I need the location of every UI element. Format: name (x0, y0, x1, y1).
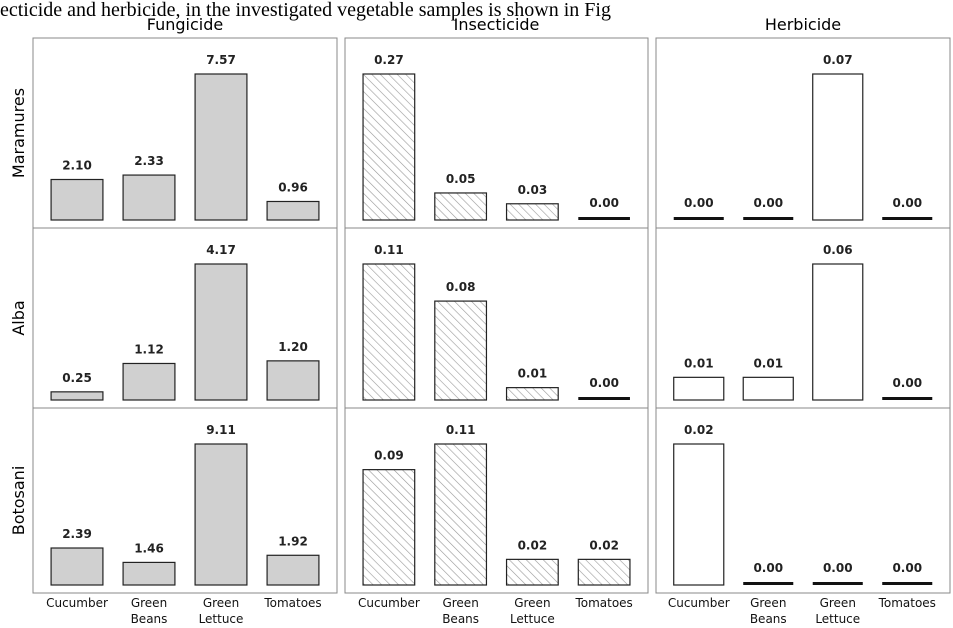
value-label: 0.00 (589, 376, 619, 390)
bar (505, 558, 559, 586)
category-label: Cucumber (46, 596, 108, 610)
bar (194, 443, 248, 586)
panel-frame (32, 407, 338, 594)
value-label: 1.12 (134, 342, 164, 356)
bar (578, 397, 630, 400)
category-label: Green Beans (750, 596, 787, 626)
category-label: Green Lettuce (510, 596, 555, 626)
bar (50, 178, 104, 221)
bar (50, 391, 104, 401)
value-label: 0.00 (684, 196, 714, 210)
bar (434, 300, 488, 401)
category-label: Green Beans (131, 596, 168, 626)
bar (812, 73, 864, 221)
value-label: 0.01 (753, 356, 783, 370)
value-label: 0.03 (518, 183, 548, 197)
value-label: 0.00 (892, 376, 922, 390)
category-label: Tomatoes (574, 596, 632, 610)
value-label: 0.02 (518, 538, 548, 552)
category-label: Cucumber (668, 596, 730, 610)
value-label: 2.33 (134, 154, 164, 168)
bar (266, 200, 320, 221)
column-title: Insecticide (454, 15, 540, 34)
value-label: 2.39 (62, 527, 92, 541)
value-label: 2.10 (62, 158, 92, 172)
category-label: Green Lettuce (199, 596, 244, 626)
bar (122, 561, 176, 586)
column-title: Fungicide (147, 15, 223, 34)
value-label: 4.17 (206, 243, 236, 257)
value-label: 7.57 (206, 53, 236, 67)
value-label: 0.01 (684, 356, 714, 370)
category-label: Cucumber (358, 596, 420, 610)
value-label: 0.00 (753, 196, 783, 210)
value-label: 0.02 (589, 538, 619, 552)
bar (578, 217, 630, 220)
value-label: 0.27 (374, 53, 404, 67)
bar (882, 582, 933, 585)
row-label: Alba (9, 300, 28, 335)
bar (743, 582, 794, 585)
bar (505, 203, 559, 221)
value-label: 0.00 (823, 561, 853, 575)
panel-frame (655, 407, 951, 594)
category-label: Tomatoes (878, 596, 936, 610)
value-label: 0.01 (518, 367, 548, 381)
bar (434, 192, 488, 221)
bar (673, 217, 724, 220)
bar (266, 360, 320, 401)
value-label: 0.11 (446, 423, 476, 437)
value-label: 0.25 (62, 371, 92, 385)
bar (882, 217, 933, 220)
row-label: Maramures (9, 88, 28, 178)
value-label: 0.06 (823, 243, 853, 257)
bar (673, 376, 725, 401)
category-label: Green Lettuce (815, 596, 860, 626)
bar (812, 263, 864, 401)
bar (362, 469, 416, 586)
bar (577, 558, 631, 586)
caption: ecticide and herbicide, in the investiga… (0, 0, 611, 21)
value-label: 0.00 (753, 561, 783, 575)
value-label: 0.00 (892, 196, 922, 210)
value-label: 0.07 (823, 53, 853, 67)
value-label: 0.09 (374, 449, 404, 463)
value-label: 1.92 (278, 534, 308, 548)
panel-frame (344, 407, 649, 594)
bar (882, 397, 933, 400)
bar (743, 217, 794, 220)
value-label: 0.11 (374, 243, 404, 257)
bar (362, 263, 416, 401)
value-label: 0.96 (278, 180, 308, 194)
bar (194, 263, 248, 401)
bar (505, 387, 559, 401)
value-label: 0.00 (892, 561, 922, 575)
value-label: 9.11 (206, 423, 236, 437)
bar (194, 73, 248, 221)
value-label: 1.20 (278, 340, 308, 354)
bar (266, 554, 320, 586)
bar (673, 443, 725, 586)
bar (122, 174, 176, 221)
value-label: 0.08 (446, 280, 476, 294)
value-label: 0.05 (446, 172, 476, 186)
value-label: 0.00 (589, 196, 619, 210)
category-label: Green Beans (442, 596, 479, 626)
bar (812, 582, 863, 585)
bar (362, 73, 416, 221)
bar (50, 547, 104, 586)
column-title: Herbicide (765, 15, 841, 34)
value-label: 0.02 (684, 423, 714, 437)
value-label: 1.46 (134, 541, 164, 555)
bar (742, 376, 794, 401)
bar (122, 362, 176, 401)
bar (434, 443, 488, 586)
category-label: Tomatoes (263, 596, 321, 610)
row-label: Botosani (9, 466, 28, 536)
